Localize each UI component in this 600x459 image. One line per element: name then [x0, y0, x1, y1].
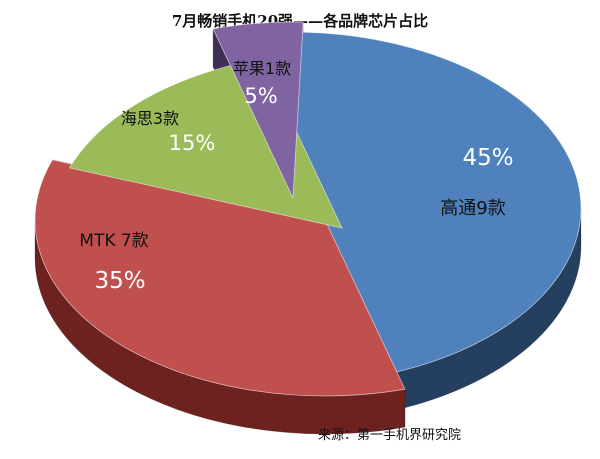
- slice-top-3: [212, 21, 304, 199]
- slice-name-label-2: 海思3款: [121, 109, 179, 128]
- slice-percent-label-3: 5%: [244, 84, 277, 108]
- slice-percent-label-2: 15%: [169, 131, 216, 155]
- slice-percent-label-0: 45%: [462, 145, 513, 171]
- slice-percent-label-1: 35%: [94, 268, 145, 294]
- slice-tops-layer: [34, 21, 582, 397]
- slice-labels-layer: 高通9款 45% MTK 7款 35% 海思3款 15% 苹果1款 5%: [79, 59, 513, 294]
- slice-name-label-3: 苹果1款: [233, 59, 291, 78]
- slice-name-label-1: MTK 7款: [79, 231, 148, 251]
- slice-name-label-0: 高通9款: [440, 198, 505, 219]
- slice-top-0: [290, 31, 582, 378]
- source-note: 来源：第一手机界研究院: [318, 428, 462, 443]
